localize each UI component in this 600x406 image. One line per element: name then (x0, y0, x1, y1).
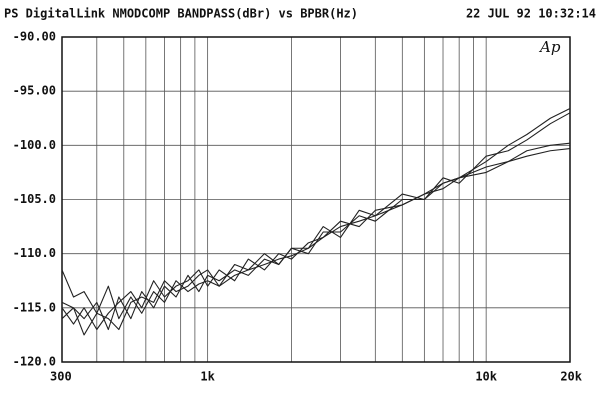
x-tick-label: 1k (200, 370, 215, 384)
chart-title: PS DigitalLink NMODCOMP BANDPASS(dBr) vs… (4, 7, 358, 21)
y-tick-label: -90.00 (13, 30, 56, 44)
series-line (61, 148, 571, 331)
plot-frame (61, 36, 571, 363)
y-tick-label: -115.0 (13, 300, 56, 314)
y-tick-label: -105.0 (13, 192, 56, 206)
y-tick-label: -110.0 (13, 246, 56, 260)
y-tick-label: -120.0 (13, 355, 56, 369)
x-tick-label: 300 (50, 370, 72, 384)
y-tick-label: -95.00 (13, 84, 56, 98)
x-tick-label: 20k (560, 370, 582, 384)
logo: Ap (538, 38, 561, 56)
timestamp: 22 JUL 92 10:32:14 (466, 7, 596, 21)
series-line (61, 142, 571, 336)
x-tick-label: 10k (475, 370, 497, 384)
y-tick-label: -100.0 (13, 138, 56, 152)
